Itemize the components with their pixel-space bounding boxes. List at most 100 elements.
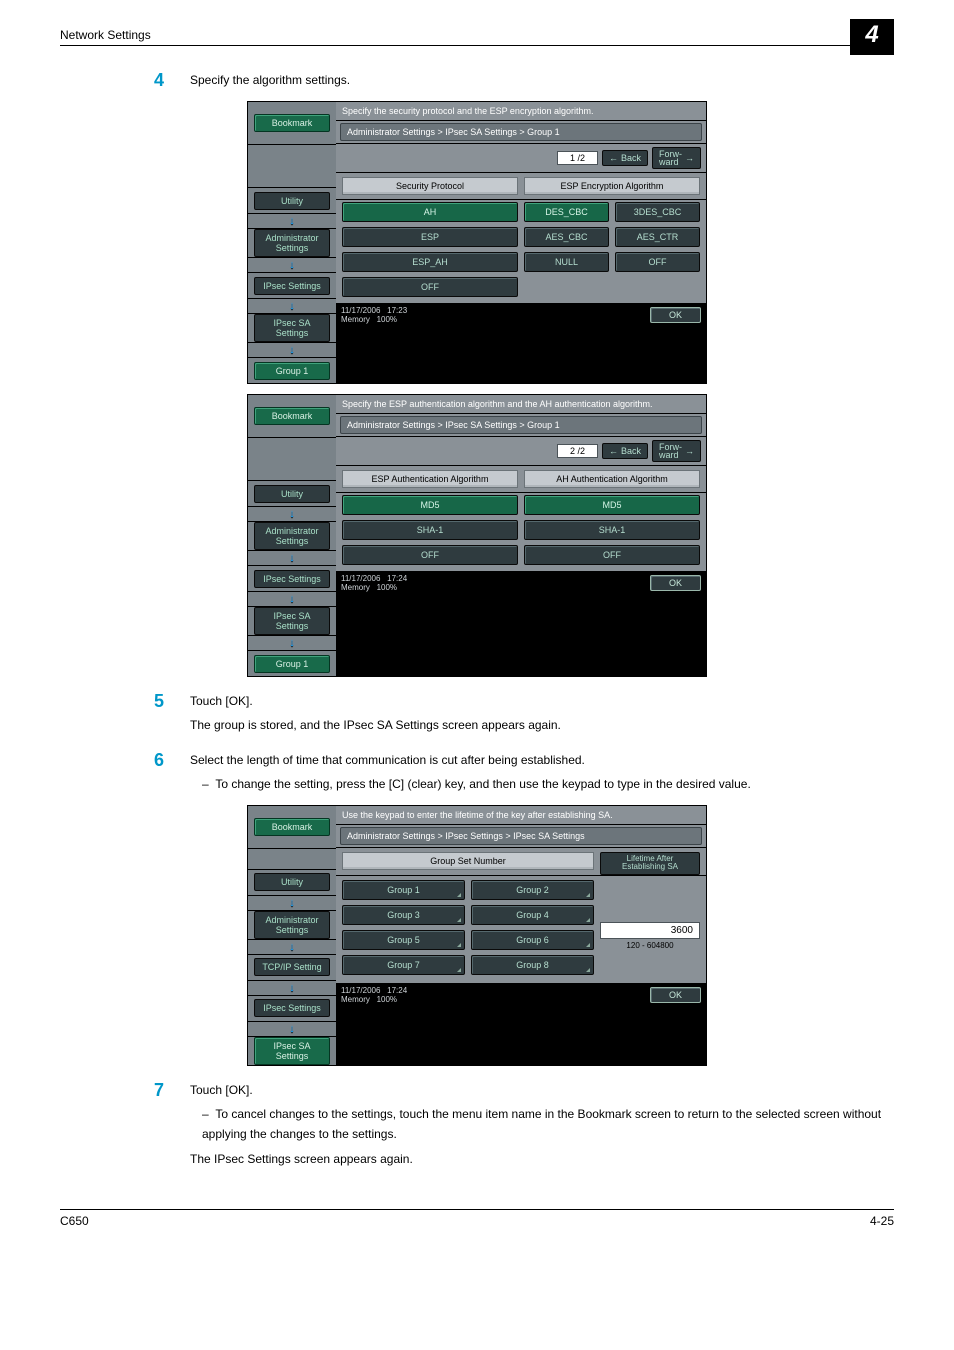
step-5-text: Touch [OK]. [190,694,253,708]
forward-button[interactable]: Forw- ward→ [652,440,701,462]
group-set-header: Group Set Number [342,852,594,870]
sidebar-ipsec[interactable]: IPsec Settings [254,570,330,588]
sidebar-group1[interactable]: Group 1 [254,655,330,673]
breadcrumb: Administrator Settings > IPsec SA Settin… [340,416,702,434]
col-head-ah-auth: AH Authentication Algorithm [524,470,700,488]
lifetime-label: Lifetime After Establishing SA [600,852,700,876]
forward-button[interactable]: Forw- ward→ [652,147,701,169]
sidebar-ipsecsa[interactable]: IPsec SA Settings [254,607,330,635]
step-number-5: 5 [154,691,190,736]
btn-off2[interactable]: OFF [615,252,700,272]
ok-button[interactable]: OK [650,575,701,591]
header-title: Network Settings [60,28,151,42]
step-7-text: Touch [OK]. [190,1083,253,1097]
lifetime-value[interactable]: 3600 [600,922,700,939]
ok-button[interactable]: OK [650,307,701,323]
bookmark-button[interactable]: Bookmark [254,407,330,425]
status-left: 11/17/2006 17:24Memory 100% [341,574,407,592]
btn-off-ah[interactable]: OFF [524,545,700,565]
status-left: 11/17/2006 17:24Memory 100% [341,986,407,1004]
btn-null[interactable]: NULL [524,252,609,272]
sidebar-admin[interactable]: Administrator Settings [254,911,330,939]
panel-1: Bookmark Utility ↓ Administrator Setting… [247,101,707,384]
step-7-dash: – To cancel changes to the settings, tou… [202,1104,894,1145]
down-arrow-icon: ↓ [289,982,295,994]
lifetime-range: 120 - 604800 [600,941,700,950]
panel-2: Bookmark Utility ↓ Administrator Setting… [247,394,707,677]
step-number-6: 6 [154,750,190,795]
page-indicator: 2 /2 [557,444,598,458]
btn-sha1-ah[interactable]: SHA-1 [524,520,700,540]
status-left: 11/17/2006 17:23Memory 100% [341,306,407,324]
panel-3: Bookmark Utility ↓ Administrator Setting… [247,805,707,1066]
btn-md5-esp[interactable]: MD5 [342,495,518,515]
step-4-text: Specify the algorithm settings. [190,73,350,87]
chapter-badge: 4 [850,19,894,55]
col-head-esp-auth: ESP Authentication Algorithm [342,470,518,488]
sidebar-admin[interactable]: Administrator Settings [254,229,330,257]
footer-left: C650 [60,1214,89,1228]
bookmark-button[interactable]: Bookmark [254,818,330,836]
down-arrow-icon: ↓ [289,508,295,520]
breadcrumb: Administrator Settings > IPsec Settings … [340,827,702,845]
down-arrow-icon: ↓ [289,259,295,271]
down-arrow-icon: ↓ [289,300,295,312]
page-indicator: 1 /2 [557,151,598,165]
down-arrow-icon: ↓ [289,215,295,227]
col-head-esp-enc: ESP Encryption Algorithm [524,177,700,195]
sidebar-group1[interactable]: Group 1 [254,362,330,380]
sidebar-utility[interactable]: Utility [254,873,330,891]
btn-off[interactable]: OFF [342,277,518,297]
breadcrumb: Administrator Settings > IPsec SA Settin… [340,123,702,141]
step-number-4: 4 [154,70,190,91]
btn-3des-cbc[interactable]: 3DES_CBC [615,202,700,222]
page-header: Network Settings 4 [60,20,894,46]
step-5-sub: The group is stored, and the IPsec SA Se… [190,715,561,735]
down-arrow-icon: ↓ [289,897,295,909]
down-arrow-icon: ↓ [289,941,295,953]
btn-esp-ah[interactable]: ESP_AH [342,252,518,272]
sidebar-tcpip[interactable]: TCP/IP Setting [254,958,330,976]
down-arrow-icon: ↓ [289,593,295,605]
group-7-button[interactable]: Group 7 [342,955,465,975]
group-8-button[interactable]: Group 8 [471,955,594,975]
btn-sha1-esp[interactable]: SHA-1 [342,520,518,540]
down-arrow-icon: ↓ [289,1023,295,1035]
bookmark-button[interactable]: Bookmark [254,114,330,132]
panel2-message: Specify the ESP authentication algorithm… [336,395,706,413]
group-4-button[interactable]: Group 4 [471,905,594,925]
footer-right: 4-25 [870,1214,894,1228]
group-3-button[interactable]: Group 3 [342,905,465,925]
down-arrow-icon: ↓ [289,552,295,564]
step-number-7: 7 [154,1080,190,1170]
sidebar-ipsec[interactable]: IPsec Settings [254,277,330,295]
step-6-text: Select the length of time that communica… [190,753,585,767]
sidebar-admin[interactable]: Administrator Settings [254,522,330,550]
sidebar-ipsecsa[interactable]: IPsec SA Settings [254,1037,330,1065]
col-head-security: Security Protocol [342,177,518,195]
btn-aes-ctr[interactable]: AES_CTR [615,227,700,247]
btn-md5-ah[interactable]: MD5 [524,495,700,515]
group-6-button[interactable]: Group 6 [471,930,594,950]
sidebar-utility[interactable]: Utility [254,192,330,210]
btn-off-esp[interactable]: OFF [342,545,518,565]
panel1-message: Specify the security protocol and the ES… [336,102,706,120]
back-button[interactable]: ←Back [602,443,648,459]
btn-des-cbc[interactable]: DES_CBC [524,202,609,222]
sidebar-utility[interactable]: Utility [254,485,330,503]
down-arrow-icon: ↓ [289,637,295,649]
group-5-button[interactable]: Group 5 [342,930,465,950]
btn-esp[interactable]: ESP [342,227,518,247]
ok-button[interactable]: OK [650,987,701,1003]
sidebar-ipsecsa[interactable]: IPsec SA Settings [254,314,330,342]
sidebar-ipsec[interactable]: IPsec Settings [254,999,330,1017]
step-7-sub: The IPsec Settings screen appears again. [190,1149,894,1169]
back-button[interactable]: ←Back [602,150,648,166]
down-arrow-icon: ↓ [289,344,295,356]
group-1-button[interactable]: Group 1 [342,880,465,900]
btn-ah[interactable]: AH [342,202,518,222]
group-2-button[interactable]: Group 2 [471,880,594,900]
panel3-message: Use the keypad to enter the lifetime of … [336,806,706,824]
step-6-dash: – To change the setting, press the [C] (… [202,774,751,794]
btn-aes-cbc[interactable]: AES_CBC [524,227,609,247]
